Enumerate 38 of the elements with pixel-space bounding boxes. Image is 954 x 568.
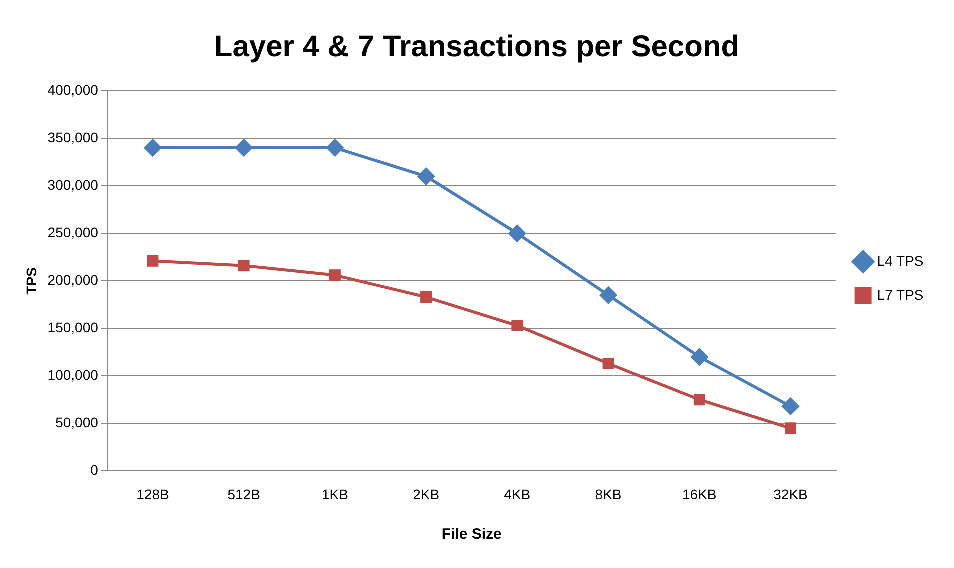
x-tick-label: 16KB: [682, 486, 717, 502]
point: [602, 358, 614, 370]
point: [238, 260, 250, 272]
point: [236, 140, 253, 157]
x-tick-label: 512B: [228, 486, 260, 502]
point: [512, 320, 524, 332]
y-tick-label: 150,000: [48, 319, 99, 336]
point: [600, 286, 618, 304]
x-tick-label: 8KB: [595, 486, 622, 502]
x-tick-label: 4KB: [504, 486, 531, 502]
point: [418, 168, 435, 186]
point: [691, 348, 708, 366]
point: [326, 140, 344, 157]
y-tick-label: 50,000: [56, 414, 99, 431]
point: [420, 292, 432, 303]
x-tick-label: 2KB: [413, 486, 440, 502]
point: [329, 270, 341, 282]
y-tick-label: 250,000: [48, 224, 99, 240]
point: [694, 394, 706, 406]
x-axis-title: File Size: [442, 526, 502, 544]
chart-title: Layer 4 & 7 Transactions per Second: [214, 30, 740, 64]
point: [782, 398, 800, 416]
point: [785, 422, 796, 434]
y-tick-label: 0: [90, 462, 99, 478]
point: [508, 225, 526, 242]
y-tick-label: 200,000: [48, 272, 99, 288]
y-tick-label: 100,000: [48, 367, 99, 384]
legend-label: L7 TPS: [877, 286, 924, 303]
y-axis-title: TPS: [23, 267, 40, 295]
x-tick-label: 32KB: [774, 486, 808, 502]
point: [144, 140, 162, 157]
legend-label: L4 TPS: [877, 252, 924, 269]
x-tick-label: 1KB: [322, 486, 348, 502]
x-tick-label: 128B: [136, 486, 170, 502]
y-tick-label: 400,000: [48, 82, 99, 98]
y-tick-label: 300,000: [48, 176, 99, 193]
point: [147, 255, 159, 267]
y-tick-label: 350,000: [48, 129, 99, 146]
